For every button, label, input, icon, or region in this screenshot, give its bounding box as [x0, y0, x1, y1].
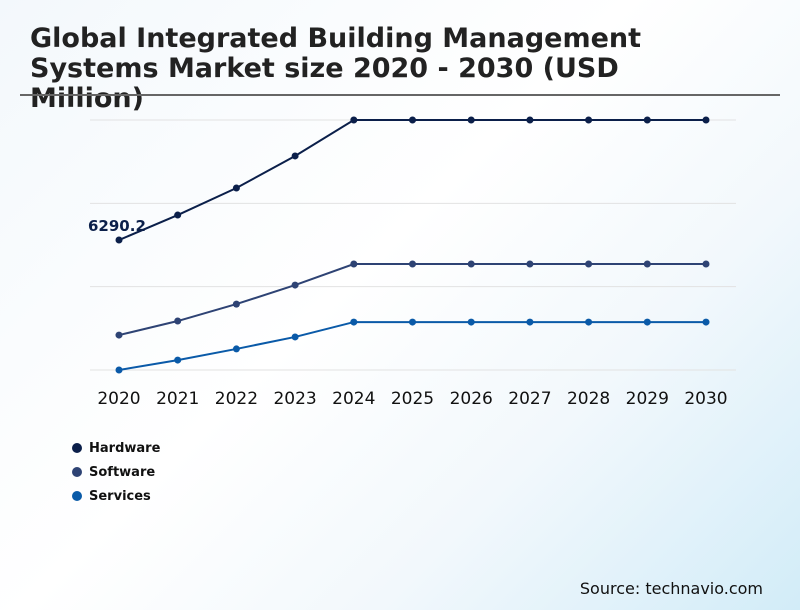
series-line-hardware	[118, 119, 706, 241]
legend-item-software: Software	[72, 460, 160, 484]
data-point-hardware	[174, 211, 182, 219]
data-point-software	[409, 260, 416, 268]
data-point-services	[585, 318, 593, 326]
legend-item-services: Services	[72, 484, 160, 508]
data-point-hardware	[291, 152, 299, 160]
x-tick-label: 2030	[684, 389, 727, 409]
data-point-hardware	[467, 116, 475, 124]
data-point-software	[585, 260, 593, 268]
data-point-services	[467, 318, 475, 326]
x-tick-label: 2027	[508, 389, 551, 409]
source-note: Source: technavio.com	[579, 579, 763, 598]
x-tick-label: 2028	[567, 389, 610, 409]
data-point-software	[643, 260, 651, 268]
legend-marker	[72, 443, 82, 453]
data-point-services	[643, 318, 651, 326]
data-point-hardware	[643, 116, 651, 124]
x-tick-label: 2021	[156, 389, 199, 409]
data-point-services	[702, 318, 710, 326]
data-point-hardware	[232, 184, 240, 192]
legend-label: Services	[89, 488, 151, 504]
data-point-software	[467, 260, 475, 268]
x-tick-label: 2026	[450, 389, 493, 409]
data-point-services	[409, 318, 416, 326]
data-point-software	[174, 317, 182, 325]
legend-label: Hardware	[89, 440, 161, 456]
data-point-hardware	[350, 116, 358, 124]
legend-marker	[72, 491, 82, 501]
series-line-services	[118, 321, 706, 371]
data-point-services	[232, 345, 240, 353]
chart-title: Global Integrated Building Management Sy…	[30, 23, 642, 114]
data-point-services	[526, 318, 534, 326]
legend-marker	[72, 467, 82, 477]
legend: Hardware Software Services	[72, 436, 160, 508]
data-point-services	[115, 366, 123, 374]
data-point-services	[350, 318, 358, 326]
x-tick-label: 2025	[391, 389, 434, 409]
x-tick-label: 2022	[215, 389, 258, 409]
x-tick-label: 2024	[332, 389, 375, 409]
data-point-hardware	[702, 116, 710, 124]
data-point-software	[702, 260, 710, 268]
data-point-services	[291, 333, 299, 341]
data-point-hardware	[585, 116, 593, 124]
data-point-hardware	[526, 116, 534, 124]
legend-label: Software	[89, 464, 156, 480]
data-point-hardware	[115, 236, 123, 244]
x-tick-label: 2020	[97, 389, 140, 409]
data-point-services	[174, 356, 182, 364]
data-point-software	[115, 331, 123, 339]
data-point-hardware	[409, 116, 416, 124]
legend-item-hardware: Hardware	[72, 436, 160, 460]
x-tick-label: 2023	[273, 389, 316, 409]
title-divider	[20, 94, 780, 96]
x-tick-label: 2029	[626, 389, 669, 409]
data-point-software	[232, 300, 240, 308]
data-point-software	[291, 281, 299, 289]
data-point-software	[526, 260, 534, 268]
data-label: 6290.2	[88, 217, 146, 235]
data-point-software	[350, 260, 358, 268]
